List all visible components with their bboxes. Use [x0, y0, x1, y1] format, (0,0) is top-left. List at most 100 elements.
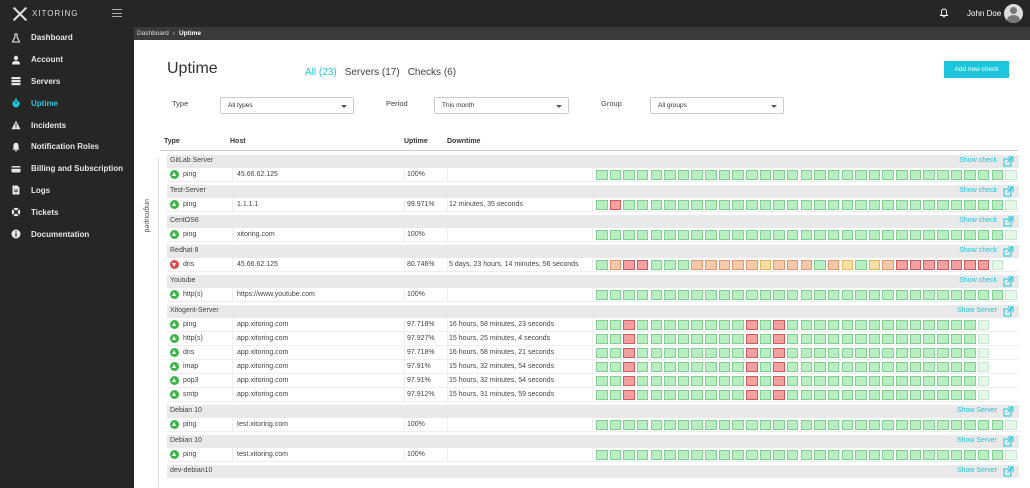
uptime-day-bar[interactable] [814, 200, 826, 210]
uptime-day-bar[interactable] [964, 320, 976, 330]
uptime-day-bar[interactable] [1005, 200, 1017, 210]
uptime-day-bar[interactable] [950, 170, 963, 180]
uptime-day-bar[interactable] [650, 170, 663, 180]
uptime-day-bar[interactable] [596, 260, 608, 270]
uptime-day-bar[interactable] [650, 230, 663, 240]
uptime-day-bar[interactable] [923, 260, 935, 270]
sidebar-item-account[interactable]: Account [0, 49, 134, 71]
sidebar-item-servers[interactable]: Servers [0, 71, 134, 93]
uptime-day-bar[interactable] [705, 260, 717, 270]
uptime-day-bar[interactable] [937, 334, 949, 344]
uptime-day-bar[interactable] [650, 390, 663, 400]
uptime-day-bar[interactable] [841, 260, 854, 270]
uptime-day-bar[interactable] [950, 450, 963, 460]
uptime-day-bar[interactable] [609, 390, 622, 400]
uptime-day-bar[interactable] [827, 334, 840, 344]
uptime-day-bar[interactable] [977, 260, 990, 270]
uptime-day-bar[interactable] [800, 200, 813, 210]
uptime-day-bar[interactable] [718, 230, 731, 240]
uptime-day-bar[interactable] [814, 390, 826, 400]
uptime-day-bar[interactable] [950, 334, 963, 344]
uptime-day-bar[interactable] [937, 290, 949, 300]
uptime-day-bar[interactable] [937, 230, 949, 240]
uptime-day-bar[interactable] [677, 260, 690, 270]
uptime-day-bar[interactable] [650, 420, 663, 430]
uptime-day-bar[interactable] [705, 348, 717, 358]
uptime-day-bar[interactable] [786, 376, 799, 386]
uptime-day-bar[interactable] [977, 348, 990, 358]
uptime-day-bar[interactable] [677, 230, 690, 240]
uptime-day-bar[interactable] [827, 390, 840, 400]
uptime-day-bar[interactable] [800, 334, 813, 344]
bell-icon[interactable] [939, 8, 949, 18]
uptime-day-bar[interactable] [855, 420, 867, 430]
uptime-day-bar[interactable] [827, 348, 840, 358]
uptime-day-bar[interactable] [950, 200, 963, 210]
uptime-day-bar[interactable] [800, 170, 813, 180]
table-row[interactable]: smtp app.xitoring.com 97.912% 15 hours, 31 … [167, 388, 1019, 402]
uptime-day-bar[interactable] [868, 290, 881, 300]
uptime-day-bar[interactable] [773, 320, 785, 330]
uptime-day-bar[interactable] [896, 334, 908, 344]
uptime-day-bar[interactable] [609, 260, 622, 270]
show-link[interactable]: Show Server [956, 407, 997, 414]
uptime-day-bar[interactable] [664, 170, 676, 180]
uptime-day-bar[interactable] [977, 170, 990, 180]
uptime-day-bar[interactable] [977, 290, 990, 300]
uptime-day-bar[interactable] [800, 230, 813, 240]
uptime-day-bar[interactable] [964, 376, 976, 386]
uptime-day-bar[interactable] [773, 200, 785, 210]
uptime-day-bar[interactable] [732, 348, 744, 358]
uptime-day-bar[interactable] [623, 348, 635, 358]
uptime-day-bar[interactable] [800, 348, 813, 358]
uptime-day-bar[interactable] [909, 170, 922, 180]
uptime-day-bar[interactable] [746, 200, 758, 210]
uptime-day-bar[interactable] [609, 230, 622, 240]
sidebar-item-uptime[interactable]: Uptime [0, 92, 134, 114]
uptime-day-bar[interactable] [746, 390, 758, 400]
table-row[interactable]: dns app.xitoring.com 97.718% 16 hours, 58 m… [167, 346, 1019, 360]
uptime-day-bar[interactable] [923, 170, 935, 180]
uptime-day-bar[interactable] [950, 230, 963, 240]
table-row[interactable]: ping test.xitoring.com 100% [167, 448, 1019, 462]
uptime-day-bar[interactable] [923, 334, 935, 344]
uptime-day-bar[interactable] [623, 290, 635, 300]
uptime-day-bar[interactable] [691, 260, 703, 270]
uptime-day-bar[interactable] [855, 290, 867, 300]
uptime-day-bar[interactable] [732, 334, 744, 344]
uptime-day-bar[interactable] [909, 200, 922, 210]
uptime-day-bar[interactable] [923, 390, 935, 400]
uptime-day-bar[interactable] [677, 290, 690, 300]
uptime-day-bar[interactable] [609, 200, 622, 210]
uptime-day-bar[interactable] [868, 230, 881, 240]
uptime-day-bar[interactable] [950, 320, 963, 330]
uptime-day-bar[interactable] [773, 450, 785, 460]
uptime-day-bar[interactable] [677, 348, 690, 358]
uptime-day-bar[interactable] [827, 376, 840, 386]
show-link[interactable]: Show check [959, 187, 997, 194]
external-link-icon[interactable] [1003, 156, 1014, 167]
uptime-day-bar[interactable] [977, 450, 990, 460]
uptime-day-bar[interactable] [718, 376, 731, 386]
uptime-day-bar[interactable] [950, 290, 963, 300]
uptime-day-bar[interactable] [841, 320, 854, 330]
uptime-day-bar[interactable] [991, 230, 1004, 240]
uptime-day-bar[interactable] [800, 260, 813, 270]
uptime-day-bar[interactable] [868, 376, 881, 386]
uptime-day-bar[interactable] [800, 320, 813, 330]
uptime-day-bar[interactable] [827, 362, 840, 372]
uptime-day-bar[interactable] [937, 200, 949, 210]
uptime-day-bar[interactable] [609, 376, 622, 386]
uptime-day-bar[interactable] [841, 230, 854, 240]
uptime-day-bar[interactable] [855, 376, 867, 386]
uptime-day-bar[interactable] [759, 200, 772, 210]
sidebar-item-notification-roles[interactable]: Notification Roles [0, 136, 134, 158]
uptime-day-bar[interactable] [650, 320, 663, 330]
uptime-day-bar[interactable] [841, 390, 854, 400]
table-row[interactable]: http(s) app.xitoring.com 97.927% 15 hours, … [167, 332, 1019, 346]
uptime-day-bar[interactable] [596, 348, 608, 358]
uptime-day-bar[interactable] [732, 320, 744, 330]
uptime-day-bar[interactable] [937, 420, 949, 430]
uptime-day-bar[interactable] [732, 362, 744, 372]
period-select[interactable]: This month [434, 97, 569, 114]
